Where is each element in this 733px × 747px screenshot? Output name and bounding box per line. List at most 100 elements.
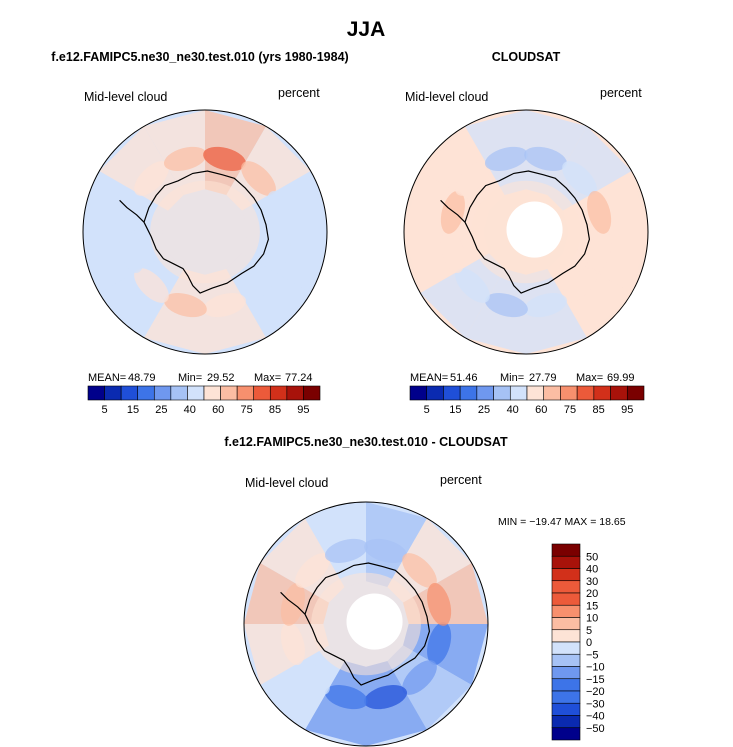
map-sector <box>547 126 632 211</box>
colorbar-tick-label: −20 <box>586 686 605 698</box>
colorbar-tick-label: 75 <box>564 404 576 416</box>
diff-min-max: MIN = −19.47 MAX = 18.65 <box>498 516 626 528</box>
colorbar-swatch <box>551 702 581 716</box>
map-feature <box>562 161 597 196</box>
map-feature <box>484 146 528 171</box>
map-feature <box>280 582 305 626</box>
polar-gap <box>346 593 403 650</box>
colorbar-tick-label: −50 <box>586 723 605 735</box>
colorbar-swatch <box>551 690 581 704</box>
model-mean-value: 48.79 <box>128 372 156 384</box>
map-field <box>404 110 648 354</box>
colorbar-tick-label: 60 <box>212 404 224 416</box>
map-feature <box>241 161 276 196</box>
map-feature <box>587 190 612 234</box>
colorbar-swatch <box>551 568 581 582</box>
map-sector <box>99 126 184 211</box>
map-sector <box>226 126 311 211</box>
map-feature <box>484 293 528 318</box>
colorbar-tick-label: 5 <box>102 404 108 416</box>
colorbar-swatch <box>551 715 581 729</box>
colorbar-swatch <box>576 385 595 401</box>
diff-units-label: percent <box>440 473 482 487</box>
colorbar-tick-label: 95 <box>297 404 309 416</box>
map-feature <box>440 230 465 274</box>
colorbar-swatch <box>153 385 172 401</box>
diff-panel: f.e12.FAMIPC5.ne30_ne30.test.010 - CLOUD… <box>224 435 626 747</box>
map-outline <box>82 109 328 355</box>
colorbar-swatch <box>610 385 628 401</box>
obs-panel: CLOUDSAT Mid-level cloud percent MEAN= 5… <box>403 50 649 416</box>
map-feature <box>364 538 408 563</box>
map-feature <box>241 268 276 303</box>
colorbar-swatch <box>253 385 271 401</box>
colorbar-swatch <box>543 385 561 401</box>
map-feature <box>455 161 490 196</box>
map-sector <box>99 253 184 338</box>
colorbar-tick-label: 15 <box>586 600 598 612</box>
colorbar-swatch <box>551 617 581 631</box>
colorbar-swatch <box>87 385 105 401</box>
colorbar-swatch <box>269 385 288 401</box>
map-sector <box>547 253 632 338</box>
map-sector <box>387 645 472 730</box>
colorbar-tick-label: 50 <box>586 551 598 563</box>
map-feature <box>402 553 437 588</box>
map-feature <box>524 146 568 171</box>
colorbar-tick-label: 85 <box>269 404 281 416</box>
peninsula-coastline <box>280 591 306 615</box>
colorbar-swatch <box>551 653 581 667</box>
obs-min-value: 27.79 <box>529 372 557 384</box>
map-sector <box>420 126 505 211</box>
map-feature <box>524 293 568 318</box>
map-sector <box>226 253 311 338</box>
polar-gap <box>506 201 563 258</box>
map-feature <box>163 146 207 171</box>
colorbar-tick-label: 0 <box>586 637 592 649</box>
coastline <box>143 170 270 294</box>
colorbar-swatch <box>551 604 581 618</box>
obs-min-label: Min= <box>500 372 524 384</box>
colorbar-tick-label: −30 <box>586 698 605 710</box>
obs-units-label: percent <box>600 86 642 100</box>
obs-mean-value: 51.46 <box>450 372 478 384</box>
figure-title: JJA <box>347 18 386 41</box>
obs-colorbar: 5 15 25 40 60 75 85 95 <box>409 385 645 416</box>
colorbar-tick-label: 10 <box>586 613 598 625</box>
colorbar-swatch <box>551 727 581 741</box>
colorbar-swatch <box>120 385 139 401</box>
colorbar-swatch <box>551 629 581 643</box>
model-colorbar: 5 15 25 40 60 75 85 95 <box>87 385 321 416</box>
colorbar-tick-label: −5 <box>586 649 599 661</box>
colorbar-swatch <box>236 385 255 401</box>
map-feature <box>440 190 465 234</box>
colorbar-swatch <box>551 592 581 606</box>
model-panel-title: f.e12.FAMIPC5.ne30_ne30.test.010 (yrs 19… <box>51 50 348 64</box>
map-continent-field <box>150 180 260 284</box>
colorbar-swatch <box>203 385 221 401</box>
map-feature <box>203 146 247 171</box>
model-max-value: 77.24 <box>285 372 313 384</box>
model-min-value: 29.52 <box>207 372 235 384</box>
colorbar-tick-label: 5 <box>424 404 430 416</box>
colorbar-tick-label: 15 <box>449 404 461 416</box>
colorbar-swatch <box>493 385 511 401</box>
obs-variable-label: Mid-level cloud <box>405 90 488 104</box>
map-feature <box>427 582 452 626</box>
obs-stats: MEAN= 51.46 Min= 27.79 Max= 69.99 <box>410 372 635 384</box>
model-variable-label: Mid-level cloud <box>84 90 167 104</box>
colorbar-tick-label: 40 <box>586 564 598 576</box>
colorbar-swatch <box>509 385 528 401</box>
map-feature <box>266 230 291 274</box>
colorbar-swatch <box>409 385 428 401</box>
colorbar-swatch <box>286 385 304 401</box>
obs-max-value: 69.99 <box>607 372 635 384</box>
colorbar-swatch <box>551 543 581 557</box>
model-units-label: percent <box>278 86 320 100</box>
map-sector <box>260 645 345 730</box>
colorbar-tick-label: 25 <box>155 404 167 416</box>
map-feature <box>163 293 207 318</box>
colorbar-swatch <box>551 678 581 692</box>
map-feature <box>134 268 169 303</box>
